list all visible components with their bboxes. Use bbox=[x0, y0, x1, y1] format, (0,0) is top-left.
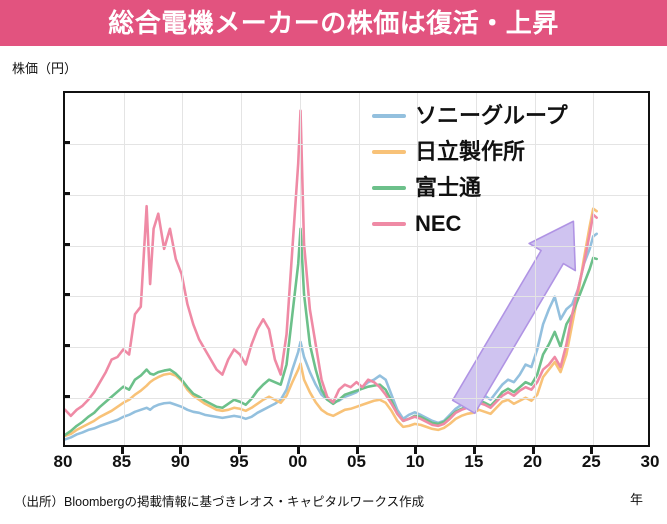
gridline-horizontal bbox=[65, 245, 648, 247]
gridline-vertical bbox=[299, 93, 301, 445]
x-axis-tick-label: 80 bbox=[53, 452, 73, 471]
x-axis-tick-mark bbox=[590, 447, 594, 454]
legend-color-swatch bbox=[372, 113, 406, 118]
gridline-vertical bbox=[123, 93, 125, 445]
y-axis-caption: 株価（円） bbox=[12, 61, 78, 76]
legend-item[interactable]: 富士通 bbox=[372, 170, 568, 205]
legend-color-swatch bbox=[372, 149, 406, 154]
title-banner: 総合電機メーカーの株価は復活・上昇 bbox=[0, 0, 667, 46]
y-axis-tick-mark bbox=[63, 242, 70, 246]
legend-item[interactable]: 日立製作所 bbox=[372, 134, 568, 169]
legend-item-label: 日立製作所 bbox=[415, 138, 526, 164]
x-axis-tick-label: 85 bbox=[112, 452, 132, 471]
x-axis-tick-label: 30 bbox=[640, 452, 660, 471]
chart-legend: ソニーグループ 日立製作所富士通 NEC bbox=[372, 98, 568, 241]
x-axis-tick-label: 00 bbox=[288, 452, 308, 471]
series-line bbox=[65, 227, 598, 437]
gridline-vertical bbox=[534, 93, 536, 445]
x-axis-tick-mark bbox=[414, 447, 418, 454]
x-axis-tick-label: 15 bbox=[464, 452, 484, 471]
chart-plot-area bbox=[63, 91, 650, 447]
legend-item-label: NEC bbox=[415, 210, 462, 236]
gridline-vertical bbox=[417, 93, 419, 445]
series-line bbox=[65, 109, 598, 428]
gridline-horizontal bbox=[65, 347, 648, 349]
gridline-horizontal bbox=[65, 296, 648, 298]
x-axis-tick-label: 95 bbox=[229, 452, 249, 471]
gridline-horizontal bbox=[65, 143, 648, 145]
gridline-vertical bbox=[593, 93, 595, 445]
source-note: （出所）Bloombergの掲載情報に基づきレオス・キャピタルワークス作成 bbox=[14, 495, 425, 509]
x-axis-tick-label: 90 bbox=[170, 452, 190, 471]
x-axis-tick-mark bbox=[120, 447, 124, 454]
x-axis-tick-label: 10 bbox=[405, 452, 425, 471]
y-axis-tick-mark bbox=[63, 293, 70, 297]
legend-color-swatch bbox=[372, 221, 406, 226]
x-axis-tick-mark bbox=[179, 447, 183, 454]
gridline-vertical bbox=[241, 93, 243, 445]
legend-item[interactable]: ソニーグループ bbox=[372, 98, 568, 133]
x-axis-tick-label: 25 bbox=[581, 452, 601, 471]
y-axis-tick-mark bbox=[63, 191, 70, 195]
x-axis-tick-label: 20 bbox=[523, 452, 543, 471]
x-axis-unit-label: 年 bbox=[630, 492, 644, 507]
x-axis-tick-mark bbox=[355, 447, 359, 454]
gridline-vertical bbox=[182, 93, 184, 445]
gridline-horizontal bbox=[65, 194, 648, 196]
x-axis-tick-mark bbox=[531, 447, 535, 454]
series-line bbox=[65, 207, 598, 438]
page-title: 総合電機メーカーの株価は復活・上昇 bbox=[108, 8, 559, 38]
y-axis-tick-mark bbox=[63, 344, 70, 348]
legend-item[interactable]: NEC bbox=[372, 206, 568, 241]
y-axis-tick-mark bbox=[63, 395, 70, 399]
upward-trend-arrow bbox=[451, 220, 577, 415]
gridline-vertical bbox=[475, 93, 477, 445]
arrow-shape bbox=[451, 220, 577, 415]
x-axis-tick-mark bbox=[296, 447, 300, 454]
legend-item-label: ソニーグループ bbox=[415, 102, 568, 128]
x-axis-tick-mark bbox=[238, 447, 242, 454]
x-axis-tick-label: 05 bbox=[347, 452, 366, 471]
gridline-vertical bbox=[358, 93, 360, 445]
gridline-horizontal bbox=[65, 398, 648, 400]
y-axis-tick-mark bbox=[63, 140, 70, 144]
x-axis-tick-mark bbox=[472, 447, 476, 454]
legend-item-label: 富士通 bbox=[415, 174, 482, 200]
legend-color-swatch bbox=[372, 185, 406, 190]
series-lines bbox=[65, 109, 598, 441]
